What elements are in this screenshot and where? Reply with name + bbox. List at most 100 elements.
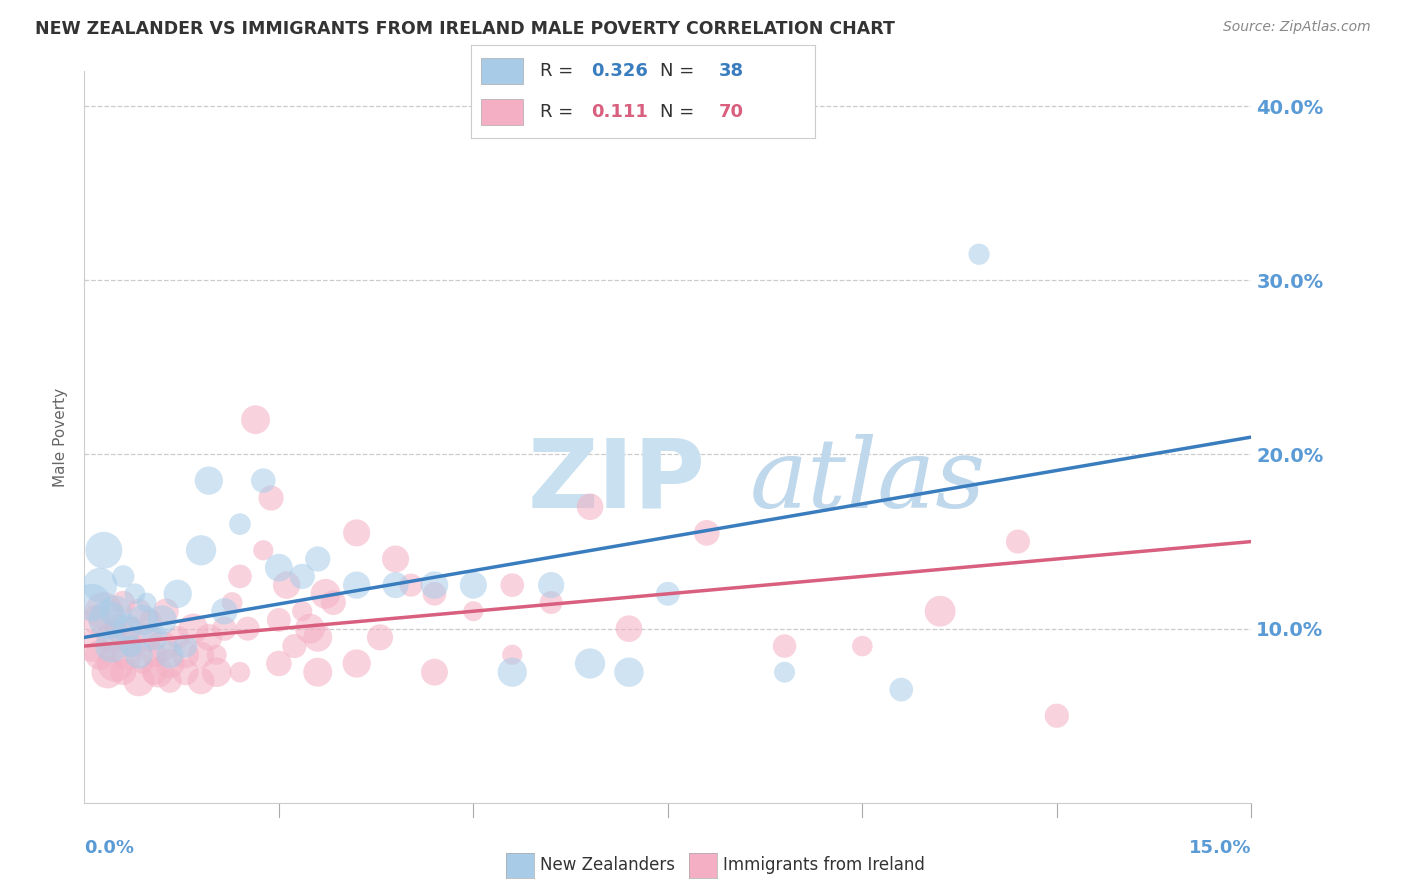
Point: [128, 604, 150, 618]
Point: [260, 491, 283, 505]
Point: [198, 474, 221, 488]
Point: [229, 665, 252, 680]
Point: [463, 578, 485, 592]
Point: [97, 665, 120, 680]
Text: New Zealanders: New Zealanders: [540, 856, 675, 874]
Point: [346, 578, 368, 592]
Point: [501, 648, 523, 662]
Text: N =: N =: [661, 103, 695, 121]
Point: [423, 665, 446, 680]
Point: [307, 631, 329, 645]
Point: [89, 578, 111, 592]
Text: 70: 70: [718, 103, 744, 121]
Point: [657, 587, 679, 601]
Point: [579, 657, 602, 671]
Point: [245, 412, 267, 426]
Point: [1007, 534, 1029, 549]
Point: [174, 665, 197, 680]
Point: [236, 622, 259, 636]
Point: [967, 247, 990, 261]
Text: 15.0%: 15.0%: [1189, 839, 1251, 857]
Point: [115, 622, 138, 636]
Point: [135, 631, 157, 645]
Point: [399, 578, 422, 592]
Point: [423, 587, 446, 601]
Point: [423, 578, 446, 592]
Point: [174, 639, 197, 653]
Point: [100, 639, 122, 653]
Point: [148, 665, 170, 680]
Point: [159, 657, 181, 671]
Point: [128, 673, 150, 688]
Point: [104, 604, 127, 618]
Point: [84, 613, 107, 627]
Point: [190, 543, 212, 558]
Point: [579, 500, 602, 514]
Point: [267, 560, 290, 574]
Point: [252, 474, 274, 488]
Point: [501, 578, 523, 592]
Text: R =: R =: [540, 62, 579, 79]
Point: [540, 578, 562, 592]
Point: [298, 622, 321, 636]
Point: [124, 639, 146, 653]
Point: [115, 648, 138, 662]
Text: 0.111: 0.111: [592, 103, 648, 121]
Point: [283, 639, 305, 653]
Text: Immigrants from Ireland: Immigrants from Ireland: [723, 856, 925, 874]
Point: [773, 639, 796, 653]
Point: [214, 622, 236, 636]
Bar: [481, 58, 523, 84]
Text: 38: 38: [718, 62, 744, 79]
Point: [307, 665, 329, 680]
Point: [205, 648, 228, 662]
Point: [384, 552, 406, 566]
Point: [159, 673, 181, 688]
Point: [150, 613, 173, 627]
Point: [267, 613, 290, 627]
Point: [132, 613, 155, 627]
Point: [82, 639, 104, 653]
Point: [540, 595, 562, 609]
Point: [617, 665, 640, 680]
Point: [155, 604, 177, 618]
Point: [384, 578, 406, 592]
Point: [174, 648, 197, 662]
Text: R =: R =: [540, 103, 585, 121]
Point: [159, 648, 181, 662]
Point: [1046, 708, 1069, 723]
Point: [89, 648, 111, 662]
Point: [463, 604, 485, 618]
Point: [93, 604, 115, 618]
Point: [112, 595, 135, 609]
Point: [143, 648, 166, 662]
Text: N =: N =: [661, 62, 695, 79]
Point: [307, 552, 329, 566]
Point: [276, 578, 298, 592]
Point: [368, 631, 391, 645]
Point: [100, 631, 122, 645]
Point: [124, 587, 146, 601]
Bar: [481, 99, 523, 125]
Point: [166, 587, 188, 601]
Text: 0.0%: 0.0%: [84, 839, 135, 857]
Point: [291, 604, 314, 618]
Point: [190, 673, 212, 688]
Point: [112, 569, 135, 583]
Text: atlas: atlas: [749, 434, 986, 528]
Point: [166, 631, 188, 645]
Point: [143, 665, 166, 680]
Point: [139, 613, 162, 627]
Point: [128, 648, 150, 662]
Point: [929, 604, 952, 618]
Text: Source: ZipAtlas.com: Source: ZipAtlas.com: [1223, 20, 1371, 34]
Point: [229, 517, 252, 532]
Point: [322, 595, 344, 609]
Point: [135, 595, 157, 609]
Point: [120, 639, 142, 653]
Point: [291, 569, 314, 583]
Point: [346, 525, 368, 540]
Point: [221, 595, 243, 609]
Point: [851, 639, 873, 653]
Point: [190, 648, 212, 662]
